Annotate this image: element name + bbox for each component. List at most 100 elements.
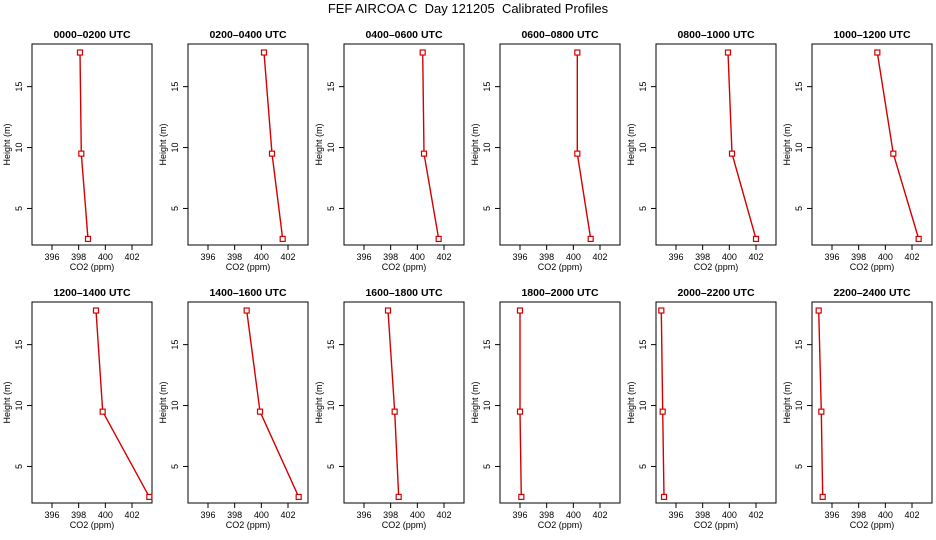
plot-frame <box>343 43 465 246</box>
profile-point <box>752 235 760 243</box>
profile-point <box>420 150 428 157</box>
y-tick-label: 15 <box>638 340 648 350</box>
y-tick-label: 15 <box>170 340 180 350</box>
x-tick-label: 402 <box>748 252 763 262</box>
profile-point <box>279 235 286 243</box>
y-axis-label: Height (m) <box>2 381 12 423</box>
y-tick-label: 15 <box>482 82 492 92</box>
x-tick-label: 400 <box>722 510 737 520</box>
x-tick-label: 396 <box>824 252 839 262</box>
profile-point <box>243 307 250 314</box>
profile-point <box>260 49 268 56</box>
y-tick-label: 10 <box>170 143 180 153</box>
y-tick-label: 5 <box>14 206 24 211</box>
x-tick-label: 398 <box>851 252 866 262</box>
x-tick-label: 398 <box>227 510 242 520</box>
x-tick-label: 396 <box>668 252 683 262</box>
profile-point <box>815 307 822 314</box>
x-axis-label: CO2 (ppm) <box>226 262 271 272</box>
x-tick-label: 402 <box>124 252 139 262</box>
x-axis-label: CO2 (ppm) <box>694 520 739 530</box>
profile-point <box>574 150 581 157</box>
x-tick-label: 396 <box>200 510 215 520</box>
x-axis-label: CO2 (ppm) <box>694 262 739 272</box>
x-tick-label: 400 <box>566 510 581 520</box>
y-tick-label: 10 <box>794 401 804 411</box>
y-tick-label: 15 <box>482 340 492 350</box>
x-tick-label: 398 <box>851 510 866 520</box>
profile-line <box>727 52 757 240</box>
x-tick-label: 402 <box>748 510 763 520</box>
plot-frame <box>811 301 933 504</box>
profile-line <box>876 52 920 240</box>
plot-frame <box>655 301 777 504</box>
y-tick-label: 10 <box>14 401 24 411</box>
plot-frame <box>655 43 777 246</box>
profile-point <box>659 408 666 415</box>
figure-title: FEF AIRCOA C Day 121205 Calibrated Profi… <box>327 1 609 16</box>
y-tick-label: 5 <box>482 464 492 469</box>
x-tick-label: 400 <box>410 510 425 520</box>
plot-frame <box>187 301 309 504</box>
profile-point <box>660 493 668 501</box>
profile-point <box>99 408 106 415</box>
panel-title: 0800–1000 UTC <box>677 29 754 41</box>
profile-point <box>874 49 881 56</box>
profile-point <box>76 49 84 56</box>
x-tick-label: 398 <box>695 510 710 520</box>
x-tick-label: 400 <box>878 252 893 262</box>
x-tick-label: 402 <box>280 510 295 520</box>
x-axis-label: CO2 (ppm) <box>538 520 583 530</box>
y-axis-label: Height (m) <box>782 123 792 165</box>
profile-line <box>263 52 284 239</box>
y-tick-label: 15 <box>794 82 804 92</box>
panel-title: 0200–0400 UTC <box>209 29 286 41</box>
profile-point <box>395 493 402 501</box>
plot-frame <box>31 43 153 246</box>
x-tick-label: 402 <box>280 252 295 262</box>
profile-point <box>146 493 153 501</box>
profile-point <box>78 150 85 157</box>
y-tick-label: 10 <box>14 143 24 153</box>
y-tick-label: 5 <box>326 464 336 469</box>
y-axis-label: Height (m) <box>158 381 168 423</box>
y-tick-label: 5 <box>794 206 804 211</box>
x-tick-label: 396 <box>44 510 59 520</box>
profile-point <box>915 235 922 243</box>
y-tick-label: 5 <box>482 206 492 211</box>
profile-line <box>576 52 592 240</box>
y-tick-label: 15 <box>170 82 180 92</box>
y-axis-label: Height (m) <box>626 123 636 165</box>
x-tick-label: 396 <box>44 252 59 262</box>
y-tick-label: 15 <box>14 82 24 92</box>
x-tick-label: 400 <box>254 252 269 262</box>
y-axis-label: Height (m) <box>782 381 792 423</box>
y-axis-label: Height (m) <box>158 123 168 165</box>
y-tick-label: 5 <box>170 206 180 211</box>
profile-point <box>84 235 92 243</box>
panel-title: 1200–1400 UTC <box>53 287 130 299</box>
plot-frame <box>343 301 465 504</box>
x-tick-label: 396 <box>356 510 371 520</box>
plot-frame <box>499 301 621 504</box>
panel-title: 0600–0800 UTC <box>521 29 598 41</box>
x-tick-label: 398 <box>71 510 86 520</box>
x-tick-label: 396 <box>668 510 683 520</box>
y-axis-label: Height (m) <box>2 123 12 165</box>
y-tick-label: 10 <box>638 401 648 411</box>
panel-title: 1600–1800 UTC <box>365 287 442 299</box>
x-tick-label: 402 <box>592 252 607 262</box>
y-tick-label: 10 <box>482 143 492 153</box>
profile-line <box>422 52 440 240</box>
x-tick-label: 402 <box>436 510 451 520</box>
x-tick-label: 402 <box>436 252 451 262</box>
x-tick-label: 400 <box>98 510 113 520</box>
y-tick-label: 15 <box>326 82 336 92</box>
profile-point <box>516 408 524 415</box>
x-tick-label: 400 <box>254 510 269 520</box>
y-axis-label: Height (m) <box>470 381 480 423</box>
panel-title: 2000–2200 UTC <box>677 287 754 299</box>
y-tick-label: 5 <box>794 464 804 469</box>
x-tick-label: 400 <box>98 252 113 262</box>
